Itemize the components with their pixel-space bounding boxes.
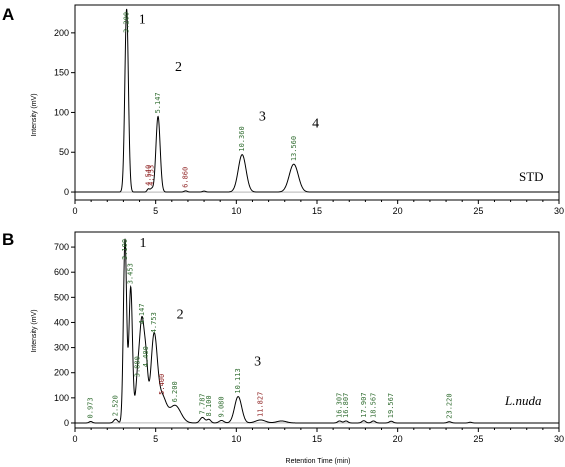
x-tick-label: 20 [393,434,403,444]
retention-time-label: 19.567 [387,393,395,418]
retention-time-label: 6.860 [182,167,190,188]
panel-b-y-axis: 0 100 200 300 400 500 600 700 [54,242,75,428]
x-tick-label: 25 [473,206,483,216]
retention-time-label: 10.360 [238,126,246,151]
x-tick-label: 30 [554,206,564,216]
peak-number: 3 [259,109,266,124]
retention-time-label: 4.540 [144,165,152,186]
y-tick-label: 500 [54,292,69,302]
retention-time-label: 3.880 [134,356,142,377]
retention-time-label: 7.787 [198,393,206,414]
y-tick-label: 0 [64,418,69,428]
panel-a-peak-numbers: 1 2 3 4 [139,12,319,131]
retention-time-label: 3.100 [121,239,129,260]
x-tick-label: 5 [153,206,158,216]
y-tick-label: 400 [54,317,69,327]
retention-time-label: 4.400 [142,346,150,367]
retention-time-label: 4.753 [150,312,158,333]
retention-time-label: 17.907 [360,392,368,417]
peak-number: 2 [175,60,182,75]
panel-a-y-axis: 0 50 100 150 200 [54,28,75,197]
retention-time-label: 13.560 [290,136,298,161]
y-tick-label: 300 [54,343,69,353]
y-tick-label: 0 [64,187,69,197]
panel-b-retention-labels: 0.973 2.520 3.100 3.453 3.880 4.147 4.400 4.753… [87,239,454,419]
peak-number: 2 [177,308,184,323]
retention-time-label: 0.973 [87,397,95,418]
retention-time-label: 5.400 [158,374,166,395]
x-tick-label: 25 [473,434,483,444]
y-tick-label: 700 [54,242,69,252]
retention-time-label: 10.113 [234,368,242,393]
retention-time-label: 6.200 [171,381,179,402]
retention-time-label: 3.200 [123,12,131,33]
chromatogram-trace [75,238,559,424]
retention-time-label: 2.520 [112,395,120,416]
retention-time-label: 18.567 [369,393,377,418]
panel-a-sample-label: STD [519,169,544,184]
chromatogram-trace [75,8,559,193]
x-tick-label: 15 [312,206,322,216]
x-tick-label: 10 [231,434,241,444]
panel-a-x-axis: 0 5 10 15 20 25 30 [72,200,564,216]
y-tick-label: 200 [54,28,69,38]
x-tick-label: 5 [153,434,158,444]
y-tick-label: 50 [59,147,69,157]
x-tick-label: 30 [554,434,564,444]
panel-a-y-axis-title: Intensity (mV) [31,93,38,136]
panel-b-peak-numbers: 1 2 3 [140,236,262,370]
peak-number: 1 [139,12,146,27]
x-tick-label: 0 [72,206,77,216]
retention-time-label: 3.453 [127,263,135,284]
x-tick-label: 15 [312,434,322,444]
retention-time-label: 4.147 [138,303,146,324]
panel-b-plot [74,231,560,429]
retention-time-label: 9.080 [217,396,225,417]
retention-time-label: 16.807 [342,393,350,418]
panel-b-y-axis-title: Intensity (mV) [31,309,38,352]
panel-b-sample-label: L.nuda [504,393,542,408]
panel-b-x-axis-title: Retention Time (min) [286,458,351,465]
y-tick-label: 600 [54,267,69,277]
retention-time-label: 23.220 [445,393,453,418]
y-tick-label: 150 [54,68,69,78]
retention-time-label: 16.307 [336,393,344,418]
panel-a-letter: A [2,5,14,24]
peak-number: 4 [312,117,319,132]
retention-time-label: 8.100 [205,395,213,416]
x-tick-label: 20 [393,206,403,216]
y-tick-label: 200 [54,368,69,378]
panel-b-letter: B [2,230,14,249]
retention-time-label: 5.147 [154,92,162,113]
y-tick-label: 100 [54,393,69,403]
panel-b-x-axis: 0 5 10 15 20 25 30 [72,428,564,444]
peak-number: 3 [254,355,261,370]
y-tick-label: 100 [54,107,69,117]
peak-number: 1 [140,236,147,251]
panel-b-chromatogram: B Intensity (mV) 0100200300400500600700 … [2,230,564,465]
plot-frame [74,231,560,429]
retention-time-label: 11.827 [257,392,265,417]
retention-time-label: 4.753 [148,165,156,186]
x-tick-label: 10 [231,206,241,216]
x-tick-label: 0 [72,434,77,444]
